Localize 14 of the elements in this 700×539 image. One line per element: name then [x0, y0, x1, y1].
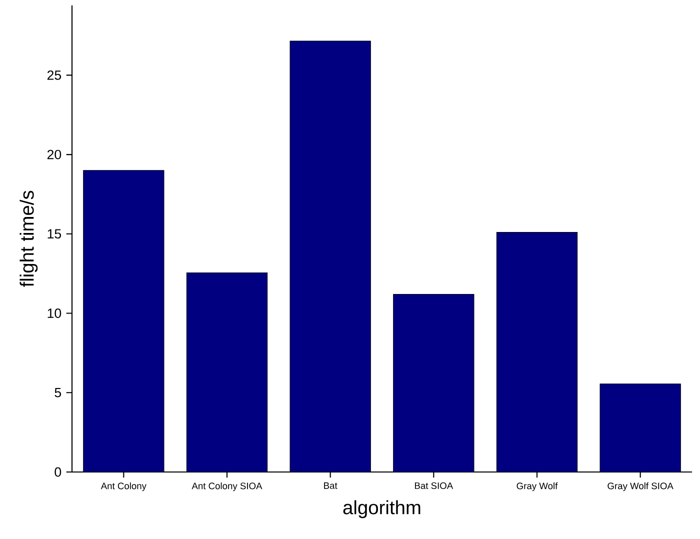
- y-tick-label: 5: [54, 388, 62, 398]
- x-tick-label: Ant Colony SIOA: [192, 482, 262, 492]
- x-tick-label: Ant Colony: [100, 482, 146, 492]
- y-tick-label: 15: [48, 229, 62, 239]
- x-tick-label: Gray Wolf: [516, 482, 558, 492]
- y-tick-label: 10: [48, 308, 62, 318]
- y-axis-title: flight time/s: [20, 190, 38, 288]
- y-tick-label: 20: [47, 150, 62, 160]
- y-tick-label: 0: [54, 467, 62, 477]
- x-tick-label: Bat SIOA: [414, 482, 454, 490]
- x-tick-label: Gray Wolf SIOA: [608, 482, 674, 492]
- x-tick-label: Bat: [324, 482, 338, 490]
- x-axis-title: algorithm: [343, 500, 420, 518]
- y-tick-label: 25: [47, 70, 62, 80]
